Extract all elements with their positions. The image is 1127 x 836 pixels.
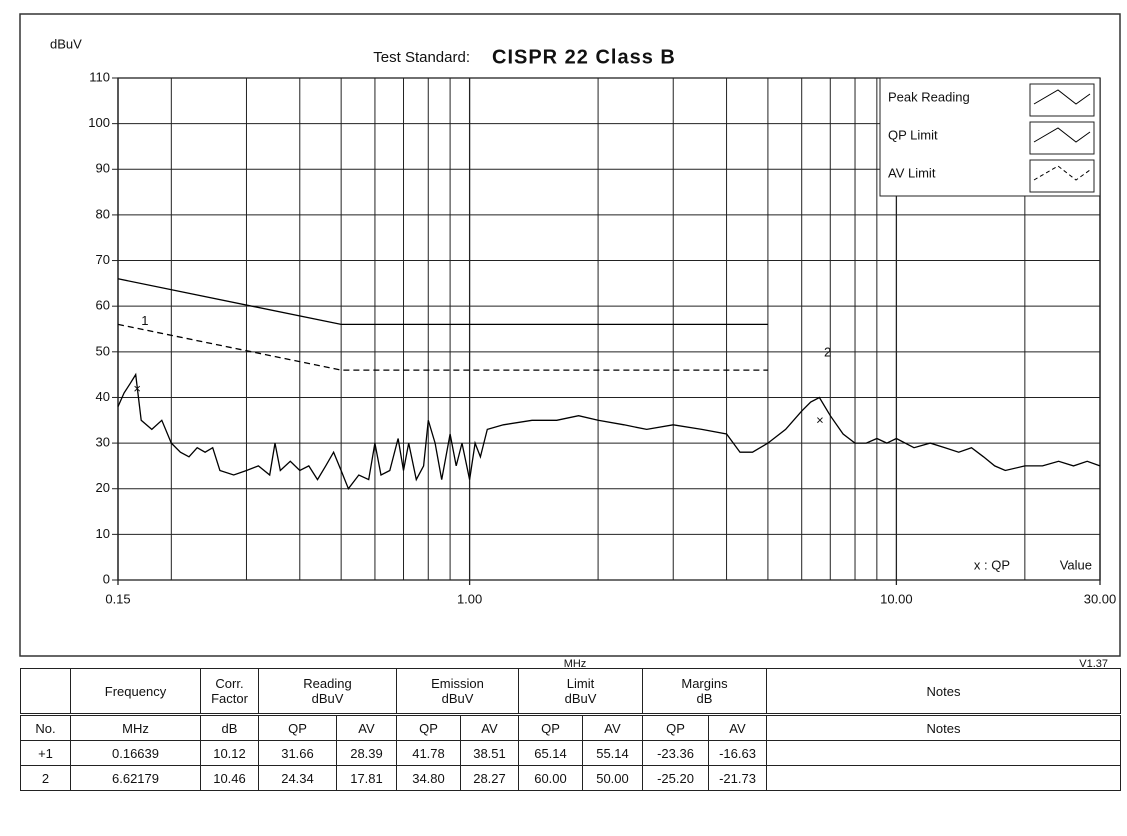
- table-cell: AV: [708, 713, 767, 741]
- legend-swatch: [1033, 89, 1091, 105]
- legend-swatch-box: [1029, 83, 1095, 117]
- series-line: [117, 323, 768, 371]
- table-cell: dB: [200, 713, 259, 741]
- table-cell: -21.73: [708, 765, 767, 791]
- table-cell: QP: [396, 713, 461, 741]
- table-cell: [766, 740, 1121, 766]
- y-tick-label: 30: [96, 435, 110, 450]
- series-line: [117, 372, 1101, 491]
- table-cell: 38.51: [460, 740, 519, 766]
- chart-subtitle: CISPR 22 Class B: [492, 46, 676, 68]
- x-axis-label: MHz: [564, 658, 587, 668]
- legend-swatch-box: [1029, 159, 1095, 193]
- table-cell: Limit dBuV: [518, 668, 643, 715]
- plot-frame: [117, 77, 1101, 581]
- table-cell: AV: [460, 713, 519, 741]
- y-tick-label: 20: [96, 480, 110, 495]
- y-tick-label: 60: [96, 298, 110, 313]
- table-row: 2 6.62179 10.46 24.34 17.81 34.80 28.27 60.00 50…: [20, 765, 1121, 791]
- legend-label: QP Limit: [888, 127, 938, 142]
- y-tick-label: 0: [103, 571, 110, 586]
- table-row: Frequency Corr. Factor Reading dBuV Emissio…: [20, 668, 1121, 715]
- table-cell: Frequency: [70, 668, 201, 715]
- table-cell: [20, 668, 71, 715]
- table-cell: 41.78: [396, 740, 461, 766]
- table-cell: AV: [336, 713, 397, 741]
- table-cell: -16.63: [708, 740, 767, 766]
- table-row: No. MHz dB QP AV QP AV QP AV QP AV Notes: [20, 713, 1121, 741]
- table-cell: +1: [20, 740, 71, 766]
- legend-swatch: [1033, 165, 1091, 181]
- y-tick-label: 70: [96, 252, 110, 267]
- y-tick-label: 100: [88, 115, 110, 130]
- series-line: [117, 278, 768, 326]
- table-cell: 0.16639: [70, 740, 201, 766]
- annotation: Value: [1060, 557, 1092, 572]
- table-cell: MHz: [70, 713, 201, 741]
- table-cell: 28.27: [460, 765, 519, 791]
- table-cell: 65.14: [518, 740, 583, 766]
- table-cell: QP: [258, 713, 337, 741]
- table-cell: -25.20: [642, 765, 709, 791]
- table-cell: [766, 765, 1121, 791]
- marker-label: 2: [824, 345, 831, 360]
- marker-label: 1: [141, 313, 148, 328]
- table-cell: 50.00: [582, 765, 643, 791]
- x-tick-label: 10.00: [880, 591, 913, 606]
- chart-frame: [19, 13, 1121, 657]
- table-cell: 6.62179: [70, 765, 201, 791]
- legend-swatch: [1033, 127, 1091, 143]
- table-cell: QP: [642, 713, 709, 741]
- y-tick-label: 10: [96, 526, 110, 541]
- table-cell: Notes: [766, 713, 1121, 741]
- x-tick-label: 1.00: [457, 591, 482, 606]
- table-cell: 10.12: [200, 740, 259, 766]
- table-cell: 10.46: [200, 765, 259, 791]
- table-cell: Reading dBuV: [258, 668, 397, 715]
- table-body: Frequency Corr. Factor Reading dBuV Emissio…: [20, 668, 1121, 791]
- legend-label: AV Limit: [888, 165, 936, 180]
- table-cell: Corr. Factor: [200, 668, 259, 715]
- x-tick-label: 30.00: [1084, 591, 1117, 606]
- y-tick-label: 90: [96, 161, 110, 176]
- table-cell: AV: [582, 713, 643, 741]
- table-cell: 55.14: [582, 740, 643, 766]
- y-axis-label: dBuV: [50, 36, 82, 51]
- table-row: +1 0.16639 10.12 31.66 28.39 41.78 38.51 65.14 5…: [20, 740, 1121, 766]
- legend-swatch-box: [1029, 121, 1095, 155]
- y-tick-label: 80: [96, 206, 110, 221]
- y-tick-label: 50: [96, 343, 110, 358]
- table-cell: Emission dBuV: [396, 668, 519, 715]
- table-cell: -23.36: [642, 740, 709, 766]
- table-cell: 24.34: [258, 765, 337, 791]
- results-table: Frequency Corr. Factor Reading dBuV Emissio…: [20, 668, 1121, 791]
- version: V1.37: [1079, 658, 1108, 668]
- table-cell: 2: [20, 765, 71, 791]
- y-tick-label: 40: [96, 389, 110, 404]
- table-cell: 34.80: [396, 765, 461, 791]
- x-tick-label: 0.15: [105, 591, 130, 606]
- table-cell: 17.81: [336, 765, 397, 791]
- table-cell: Notes: [766, 668, 1121, 715]
- table-cell: No.: [20, 713, 71, 741]
- table-cell: QP: [518, 713, 583, 741]
- chart-title: Test Standard:: [373, 49, 470, 66]
- table-cell: 60.00: [518, 765, 583, 791]
- legend-label: Peak Reading: [888, 89, 970, 104]
- table-cell: Margins dB: [642, 668, 767, 715]
- chart: Test Standard: CISPR 22 Class B dBuV MHz…: [19, 13, 1121, 668]
- annotation: x : QP: [974, 557, 1010, 572]
- qp-marker: ×: [816, 413, 824, 428]
- table-cell: 31.66: [258, 740, 337, 766]
- y-tick-label: 110: [89, 69, 110, 84]
- qp-marker: ×: [133, 381, 141, 396]
- table-cell: 28.39: [336, 740, 397, 766]
